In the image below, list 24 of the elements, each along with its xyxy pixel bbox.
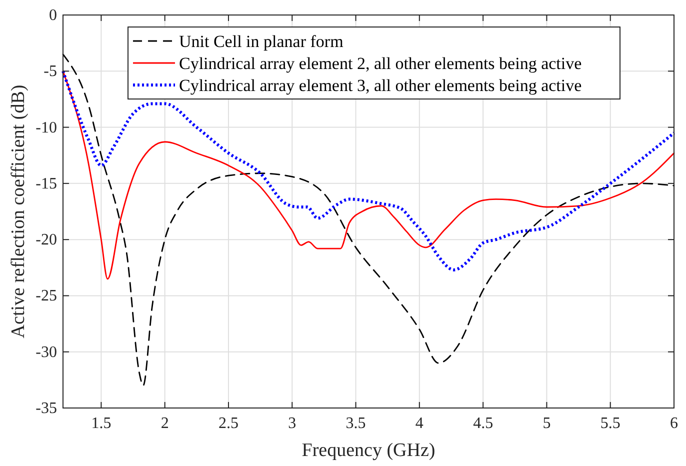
y-tick-label: -15	[36, 175, 57, 192]
y-tick-label: -30	[36, 344, 57, 361]
y-tick-label: -20	[36, 232, 57, 249]
legend-label: Unit Cell in planar form	[179, 32, 344, 51]
y-tick-label: -5	[44, 63, 57, 80]
y-tick-label: 0	[49, 7, 57, 24]
x-tick-label: 2.5	[218, 415, 238, 432]
x-tick-label: 3.5	[346, 415, 366, 432]
x-tick-label: 5.5	[600, 415, 620, 432]
x-axis-title: Frequency (GHz)	[302, 440, 436, 461]
y-tick-label: -10	[36, 119, 57, 136]
x-tick-label: 4.5	[473, 415, 494, 432]
legend-label: Cylindrical array element 2, all other elements being active	[179, 54, 582, 73]
x-tick-label: 2	[160, 415, 169, 432]
x-tick-label: 3	[288, 415, 296, 432]
y-axis-title: Active reflection coefficient (dB)	[8, 84, 29, 338]
y-tick-label: -35	[36, 400, 57, 417]
line-series	[62, 54, 675, 386]
x-tick-label: 6	[670, 415, 678, 432]
x-tick-label: 4	[415, 415, 424, 432]
legend-label: Cylindrical array element 3, all other elements being active	[179, 76, 582, 95]
y-tick-label: -25	[36, 288, 57, 305]
x-tick-label: 5	[542, 415, 551, 432]
x-tick-label: 1.5	[91, 415, 112, 432]
